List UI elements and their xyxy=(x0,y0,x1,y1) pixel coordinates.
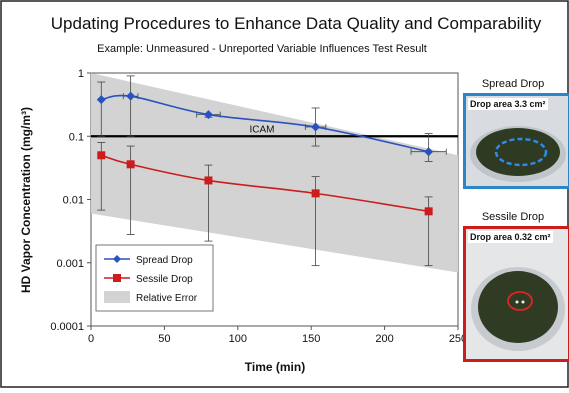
spread-drop-point xyxy=(96,95,106,105)
sessile-photo-title: Sessile Drop xyxy=(481,211,545,223)
legend-swatch-marker xyxy=(113,255,121,263)
x-tick-label: 50 xyxy=(158,333,170,345)
dish-agar xyxy=(476,128,560,176)
spread-drop-point xyxy=(311,122,321,132)
sessile-drop-photo: Drop area 0.32 cm² xyxy=(463,226,569,362)
x-tick-label: 250 xyxy=(449,333,467,345)
y-tick-label: 0.01 xyxy=(63,195,84,207)
sessile-drop-point xyxy=(126,160,135,169)
sessile-drop-point xyxy=(97,151,106,160)
y-tick-label: 0.0001 xyxy=(50,321,84,333)
page-title: Updating Procedures to Enhance Data Qual… xyxy=(51,14,542,33)
icam-label: ICAM xyxy=(250,124,275,135)
y-tick-label: 0.001 xyxy=(56,258,84,270)
legend-label: Spread Drop xyxy=(136,255,193,266)
sessile-droplet xyxy=(515,300,519,304)
x-tick-label: 100 xyxy=(229,333,247,345)
plot-layer: 0 50 100 150 200 250 0.0001 0.001 0.01 0.1 1 ICAM Sp… xyxy=(50,68,467,345)
sessile-droplet xyxy=(521,300,525,304)
spread-drop-point xyxy=(203,110,213,120)
sessile-drop-series-line xyxy=(101,154,429,213)
legend-label: Relative Error xyxy=(136,293,198,304)
x-axis-label: Time (min) xyxy=(245,360,305,374)
spread-drop-point xyxy=(126,91,136,101)
sessile-drop-point xyxy=(424,207,433,216)
legend-swatch-band xyxy=(104,291,130,303)
spread-drop-image xyxy=(470,126,566,182)
legend-label: Sessile Drop xyxy=(136,274,193,285)
sessile-drop-outline xyxy=(507,291,533,311)
sessile-drop-image xyxy=(471,267,565,351)
x-tick-label: 0 xyxy=(88,333,94,345)
spread-photo-title: Spread Drop xyxy=(481,78,545,90)
page-subtitle: Example: Unmeasured - Unreported Variabl… xyxy=(97,43,427,55)
y-axis-label: HD Vapor Concentration (mg/m³) xyxy=(19,107,33,293)
spread-drop-photo: Drop area 3.3 cm² xyxy=(463,93,569,189)
spread-drop-area-label: Drop area 3.3 cm² xyxy=(468,98,548,110)
legend-swatch-marker xyxy=(113,274,121,282)
sessile-drop-area-label: Drop area 0.32 cm² xyxy=(468,231,553,243)
relative-error-band xyxy=(91,73,458,273)
spread-drop-series-line xyxy=(101,94,429,153)
x-tick-label: 200 xyxy=(375,333,393,345)
spread-drop-outline xyxy=(494,137,548,167)
y-tick-label: 1 xyxy=(78,68,84,80)
dish-agar xyxy=(478,271,558,343)
x-tick-label: 150 xyxy=(302,333,320,345)
y-tick-label: 0.1 xyxy=(69,131,84,143)
sessile-drop-point xyxy=(311,189,320,198)
legend: Spread Drop Sessile Drop Relative Error xyxy=(95,244,214,312)
sessile-drop-point xyxy=(204,176,213,185)
spread-drop-point xyxy=(424,147,434,157)
